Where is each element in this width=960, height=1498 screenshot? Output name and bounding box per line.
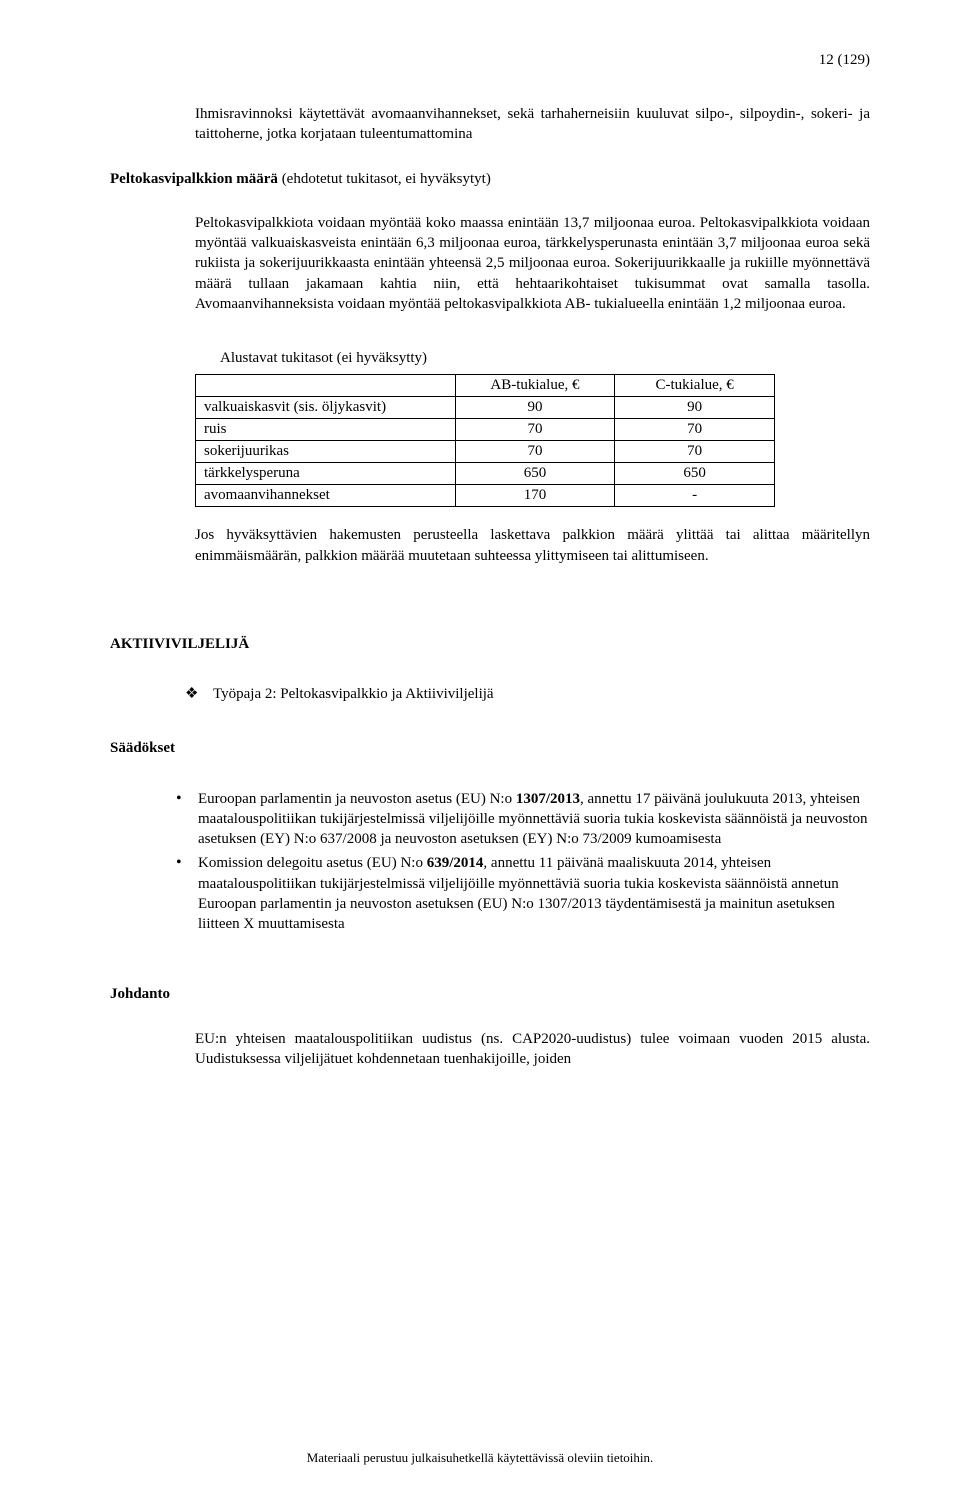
table-row: sokerijuurikas 70 70: [196, 441, 775, 463]
table-row: avomaanvihannekset 170 -: [196, 485, 775, 507]
dot-list: Euroopan parlamentin ja neuvoston asetus…: [170, 789, 870, 935]
list-item: Työpaja 2: Peltokasvipalkkio ja Aktiiviv…: [185, 684, 870, 704]
table-header: C-tukialue, €: [615, 375, 775, 397]
table-cell: 70: [455, 419, 615, 441]
table-header: AB-tukialue, €: [455, 375, 615, 397]
table-cell: tärkkelysperuna: [196, 463, 456, 485]
table-row: ruis 70 70: [196, 419, 775, 441]
paragraph-adjust: Jos hyväksyttävien hakemusten perusteell…: [195, 525, 870, 566]
table-cell: 90: [455, 397, 615, 419]
page-number: 12 (129): [819, 52, 870, 69]
paragraph-amounts: Peltokasvipalkkiota voidaan myöntää koko…: [195, 213, 870, 314]
heading-bold: Peltokasvipalkkion määrä: [110, 171, 278, 187]
paragraph-intro: Ihmisravinnoksi käytettävät avomaanvihan…: [195, 104, 870, 145]
list-item: Komission delegoitu asetus (EU) N:o 639/…: [170, 853, 870, 934]
diamond-list: Työpaja 2: Peltokasvipalkkio ja Aktiiviv…: [185, 684, 870, 704]
table-row: tärkkelysperuna 650 650: [196, 463, 775, 485]
table-header: [196, 375, 456, 397]
heading-rest: (ehdotetut tukitasot, ei hyväksytyt): [278, 171, 491, 187]
table-cell: valkuaiskasvit (sis. öljykasvit): [196, 397, 456, 419]
table-caption: Alustavat tukitasot (ei hyväksytty): [220, 348, 870, 368]
table-cell: ruis: [196, 419, 456, 441]
table-cell: -: [615, 485, 775, 507]
footer-text: Materiaali perustuu julkaisuhetkellä käy…: [0, 1450, 960, 1466]
heading-johdanto: Johdanto: [110, 984, 870, 1004]
heading-saadokset: Säädökset: [110, 738, 870, 758]
table-header-row: AB-tukialue, € C-tukialue, €: [196, 375, 775, 397]
table-cell: 70: [615, 441, 775, 463]
heading-aktiiviviljelija: AKTIIVIVILJELIJÄ: [110, 634, 870, 654]
table-cell: 70: [615, 419, 775, 441]
table-cell: 170: [455, 485, 615, 507]
heading-palkkion-maara: Peltokasvipalkkion määrä (ehdotetut tuki…: [110, 169, 870, 189]
list-item: Euroopan parlamentin ja neuvoston asetus…: [170, 789, 870, 850]
table-cell: avomaanvihannekset: [196, 485, 456, 507]
table-cell: sokerijuurikas: [196, 441, 456, 463]
paragraph-johdanto: EU:n yhteisen maatalouspolitiikan uudist…: [195, 1029, 870, 1070]
table-cell: 650: [455, 463, 615, 485]
table-cell: 650: [615, 463, 775, 485]
table-cell: 70: [455, 441, 615, 463]
tukitasot-table: AB-tukialue, € C-tukialue, € valkuaiskas…: [195, 374, 775, 507]
table-row: valkuaiskasvit (sis. öljykasvit) 90 90: [196, 397, 775, 419]
table-cell: 90: [615, 397, 775, 419]
